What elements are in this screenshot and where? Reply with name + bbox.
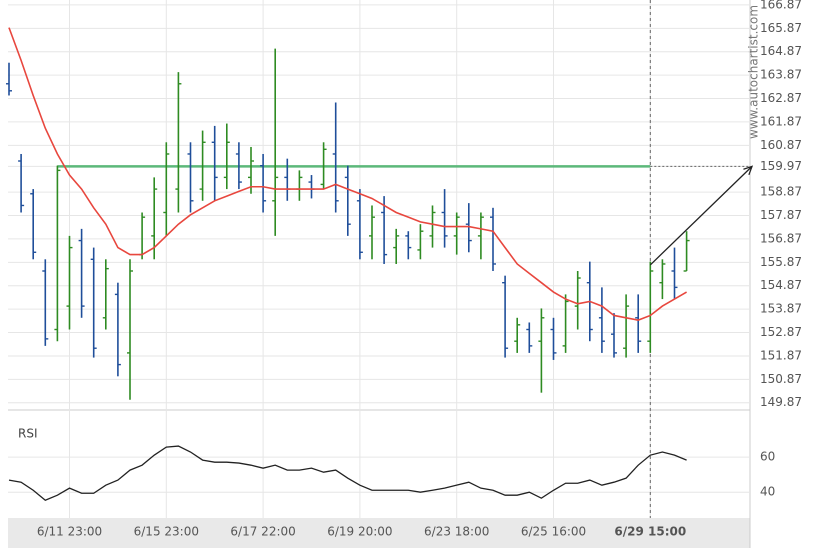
y-tick-label: 160.87 [760, 138, 802, 152]
y-tick-label: 153.87 [760, 302, 802, 316]
x-tick-label: 6/25 16:00 [521, 525, 586, 539]
watermark: www.autochartist.com [747, 5, 761, 139]
y-tick-label: 166.87 [760, 0, 802, 11]
y-tick-label: 151.87 [760, 348, 802, 362]
y-tick-label: 163.87 [760, 68, 802, 82]
rsi-line [8, 445, 687, 502]
y-tick-label: 162.87 [760, 91, 802, 105]
arrow-head [743, 165, 754, 176]
y-tick-label: 150.87 [760, 372, 802, 386]
y-tick-label: 155.87 [760, 255, 802, 269]
y-tick-label: 159.97 [760, 159, 802, 173]
moving-average [8, 27, 688, 321]
x-tick-label: 6/29 15:00 [614, 525, 686, 539]
y-tick-label: 156.87 [760, 231, 802, 245]
rsi-title: RSI [18, 427, 38, 441]
y-tick-label: 154.87 [760, 278, 802, 292]
x-tick-label: 6/15 23:00 [134, 525, 199, 539]
y-tick-label: 164.87 [760, 44, 802, 58]
projection-arrow [649, 165, 753, 266]
y-tick-label: 161.87 [760, 114, 802, 128]
x-tick-label: 6/19 20:00 [327, 525, 392, 539]
y-tick-label: 152.87 [760, 325, 802, 339]
y-tick-label: 158.87 [760, 185, 802, 199]
y-tick-label: 165.87 [760, 21, 802, 35]
x-axis-band [8, 518, 750, 548]
y-tick-label: 60 [760, 450, 775, 464]
y-tick-label: 149.87 [760, 395, 802, 409]
y-tick-label: 157.87 [760, 208, 802, 222]
x-tick-label: 6/17 22:00 [230, 525, 295, 539]
x-tick-label: 6/11 23:00 [37, 525, 102, 539]
y-tick-label: 40 [760, 485, 775, 499]
x-tick-label: 6/23 18:00 [424, 525, 489, 539]
